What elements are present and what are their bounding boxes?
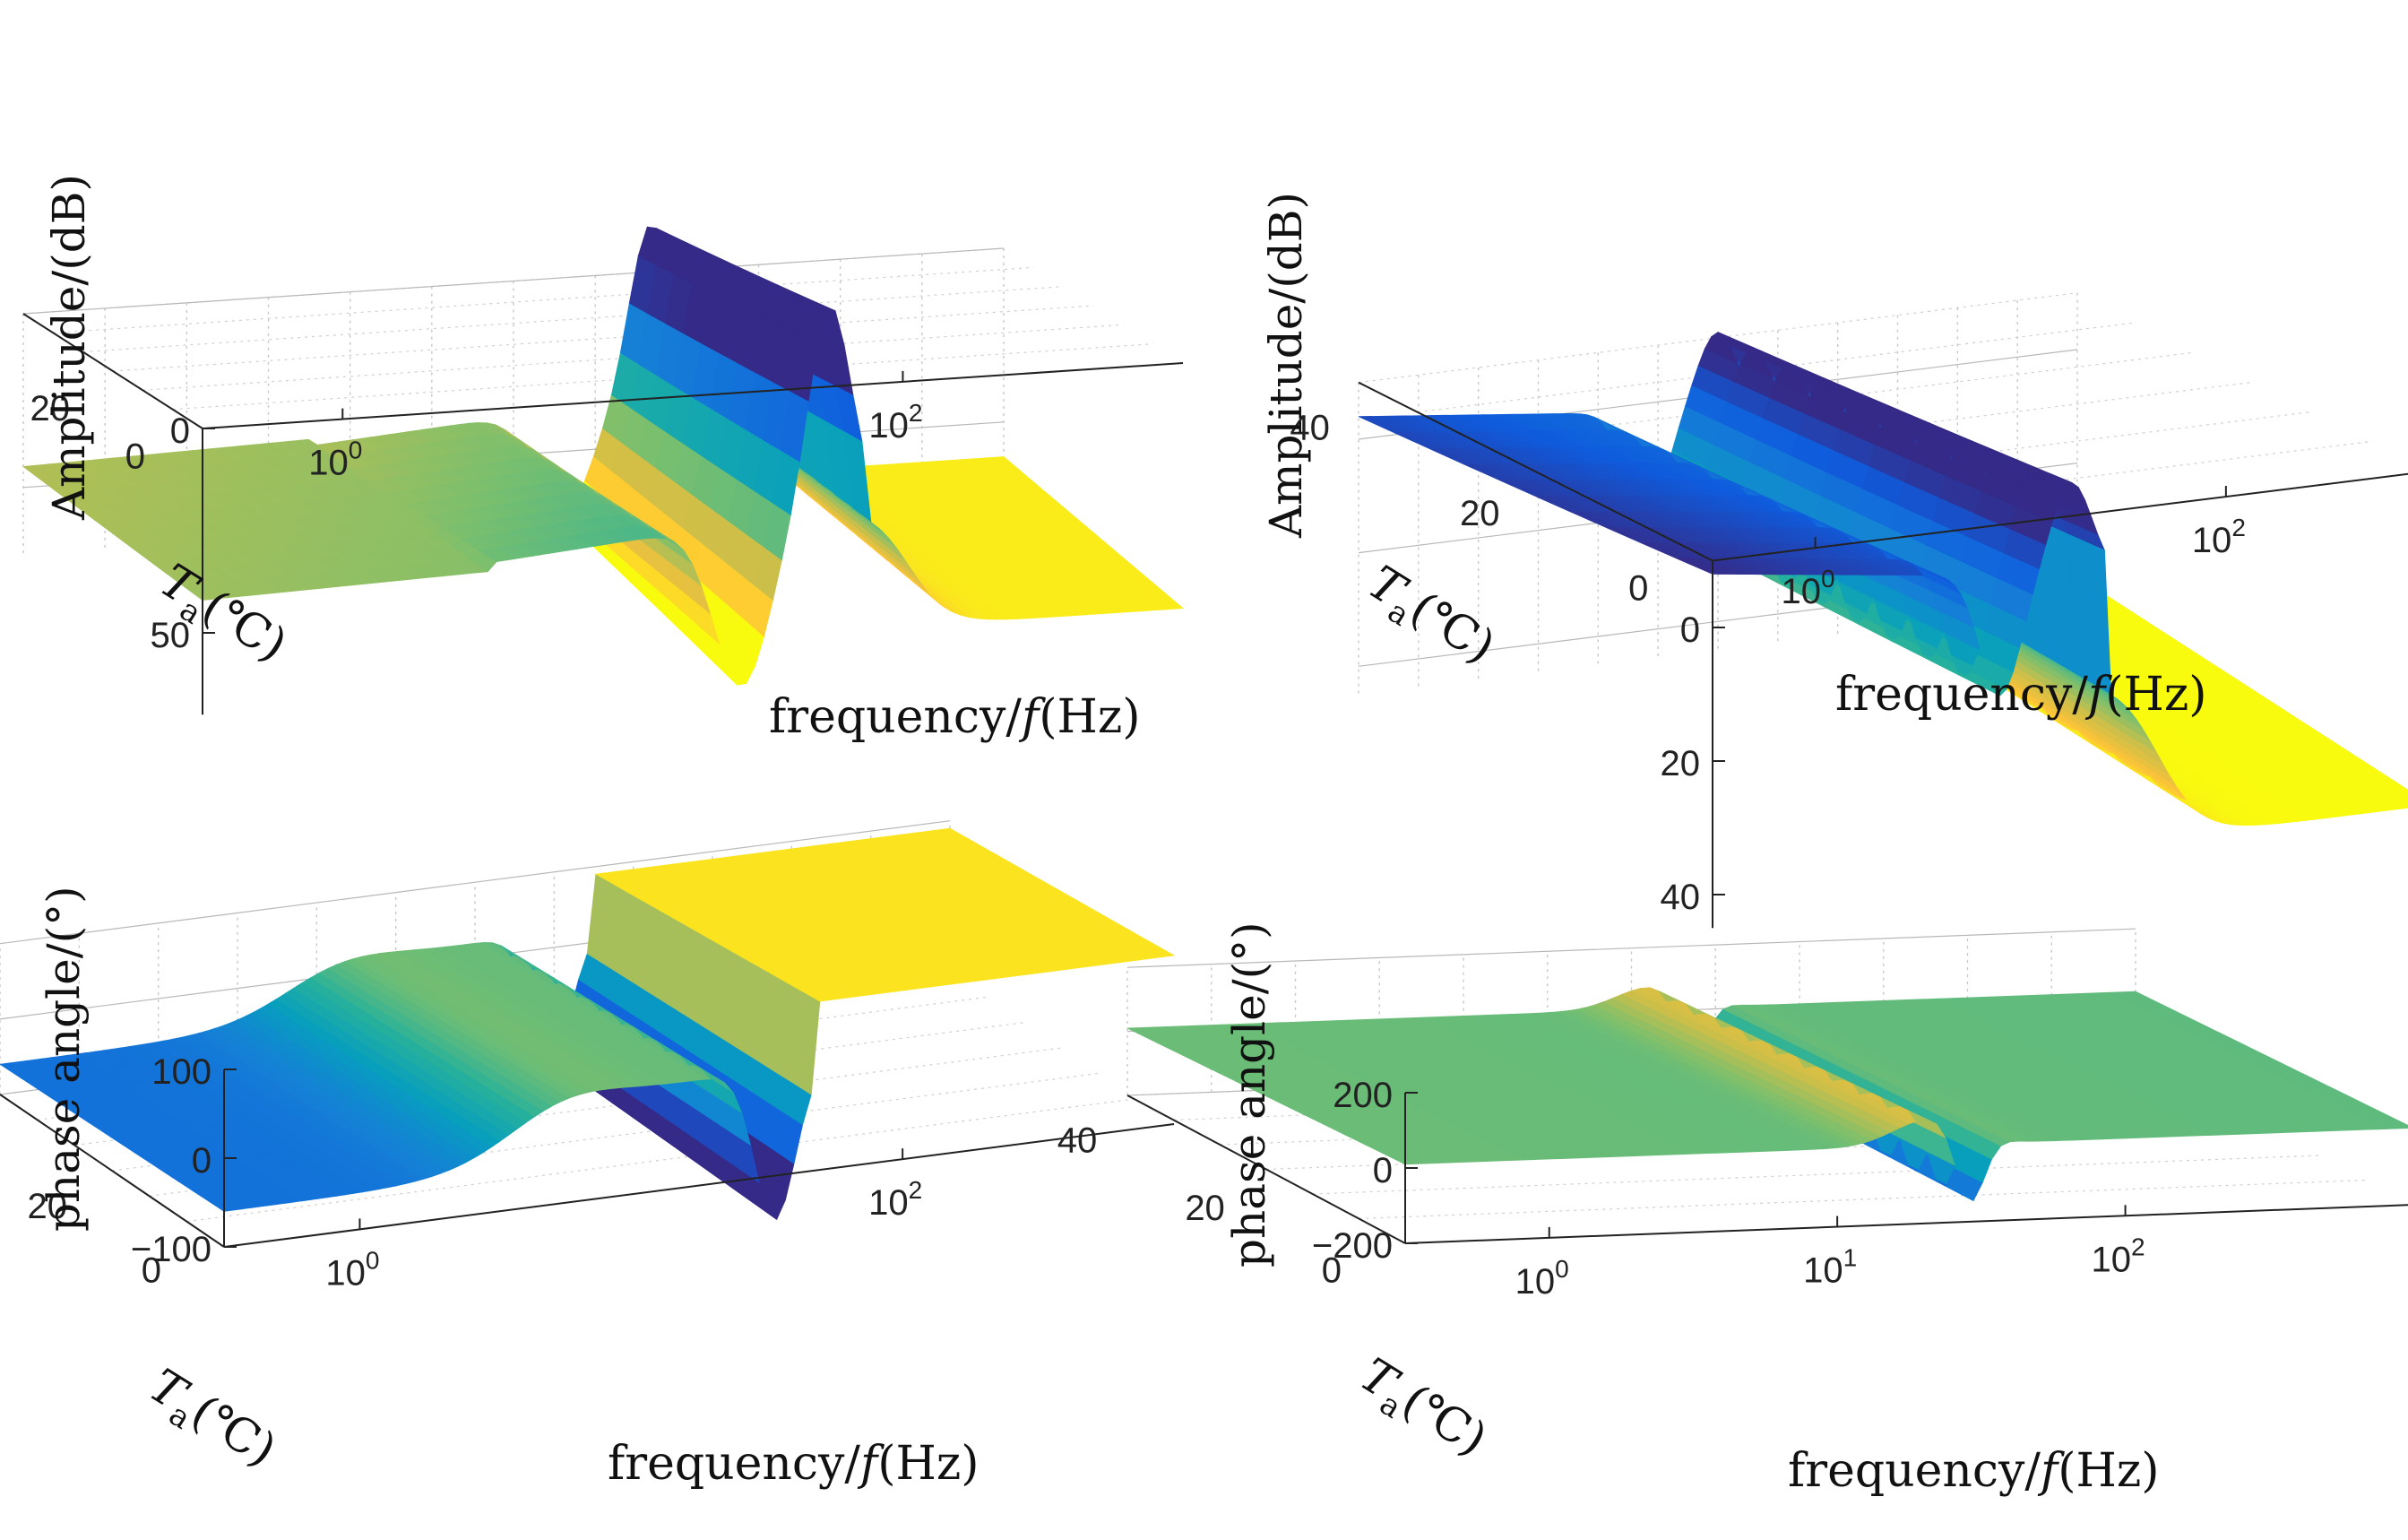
z-tick-label: 50 [151,616,191,655]
z-tick-label: 100 [151,1052,211,1092]
temperature-tick-label: 40 [1290,409,1330,448]
frequency-tick-exponent: 0 [1821,565,1835,593]
frequency-tick-label: 100 [1515,1255,1569,1302]
surface-plot-phase-a: −100010002040100102 [0,820,1176,1293]
z-tick-label: −100 [131,1230,211,1269]
grid-line-temp [1359,1179,2368,1220]
surface [1358,332,2408,826]
panel-amplitude-b: 0 20 40 0 20 40 100 102 Amplitude/(dB) frequenc… [1204,0,2408,929]
frequency-axis-label: frequency/f(Hz) [769,690,1141,744]
z-axis-label: Amplitude/(dB) [1260,191,1312,538]
temperature-tick-label: 20 [30,389,71,428]
z-tick-label: 40 [1661,878,1701,917]
frequency-axis-line [1404,1204,2408,1244]
frequency-tick-exponent: 0 [366,1246,380,1274]
panel-phase-b: −200 0 200 0 20 40 100 101 102 phase angle/(°) f… [1057,770,2408,1540]
temperature-tick-label: 20 [28,1187,68,1226]
z-tick-label: 0 [1373,1151,1393,1190]
frequency-axis-line [202,362,1184,429]
frequency-tick-exponent: 2 [909,1176,923,1204]
surface-patch [2376,1113,2408,1129]
surface [0,827,1176,1221]
grid-line-temp [172,343,1153,411]
surface-patch [1155,593,1185,610]
grid-line-temp [142,324,1124,391]
grid-line-temp [186,1098,1137,1223]
z-tick-label: −200 [1312,1226,1393,1266]
z-tick-label: 0 [1680,610,1700,650]
grid-line-temp [1653,440,2373,532]
grid-line-temp [1358,292,2078,384]
temperature-axis-line [0,1094,225,1248]
grid-line-temp [1312,1155,2321,1195]
frequency-axis-label: frequency/f(Hz) [1835,668,2207,722]
frequency-tick-exponent: 0 [1555,1255,1569,1283]
surface-plot-amplitude-a: 05002040100102 [22,226,1185,715]
z-tick-label: 200 [1333,1076,1393,1115]
frequency-axis-label: frequency/f(Hz) [608,1437,980,1491]
frequency-tick-label: 102 [868,399,922,446]
z-axis-label: phase angle/(°) [38,886,90,1232]
z-tick-label: 0 [170,411,190,451]
temperature-axis-line [1358,381,1713,562]
frequency-tick-label: 102 [868,1176,922,1223]
axes: 05002040100102 [22,313,1184,715]
z-tick-label: 0 [192,1141,211,1181]
temperature-tick-label: 20 [1460,494,1500,533]
grid-line-temp [1476,351,2196,443]
panel-amplitude-a: 05002040100102 Amplitude/(dB) frequency/… [0,0,1204,770]
grid-line-z [22,247,1005,315]
frequency-tick-label: 100 [325,1246,379,1293]
z-axis-label: Amplitude/(dB) [43,173,95,520]
grid-line-z [0,820,951,945]
temperature-tick-label: 0 [1322,1251,1342,1291]
grid-line-temp [1594,411,2314,502]
axes: −100010002040100102 [0,1052,1175,1293]
frequency-tick-label: 101 [1803,1244,1857,1291]
frequency-tick-exponent: 2 [2131,1233,2145,1260]
frequency-tick-exponent: 1 [1843,1244,1858,1272]
frequency-tick-label: 102 [2192,514,2246,560]
frequency-tick-label: 102 [2092,1233,2145,1279]
frequency-axis-label: frequency/f(Hz) [1788,1444,2160,1498]
temperature-tick-label: 40 [1057,1120,1098,1160]
panel-phase-a: −100010002040100102 phase angle/(°) freq… [0,770,1204,1540]
temperature-axis-line [1126,1094,1406,1244]
frequency-axis-line [1712,472,2408,562]
temperature-tick-label: 0 [1628,569,1648,609]
temperature-tick-label: 0 [125,437,145,477]
temperature-axis-line [22,313,203,429]
grid-line-z [1126,928,2136,968]
surface [1126,987,2408,1202]
frequency-tick-exponent: 0 [349,437,363,464]
grid-line-temp [53,266,1034,333]
grid-line-temp [112,305,1094,372]
surface [22,226,1185,686]
surface-patch [2388,782,2408,796]
temperature-tick-label: 20 [1185,1189,1225,1228]
frequency-axis-line [223,1123,1175,1248]
grid-line-temp [82,286,1064,353]
grid-line-temp [1417,322,2136,413]
temperature-tick-label: 0 [142,1251,161,1291]
frequency-tick-exponent: 2 [909,399,923,427]
grid-line-temp [1535,381,2255,472]
frequency-tick-exponent: 2 [2231,514,2246,541]
surface-patch [1142,942,1176,957]
z-tick-label: 20 [1661,744,1701,783]
z-axis-label: phase angle/(°) [1223,921,1275,1267]
